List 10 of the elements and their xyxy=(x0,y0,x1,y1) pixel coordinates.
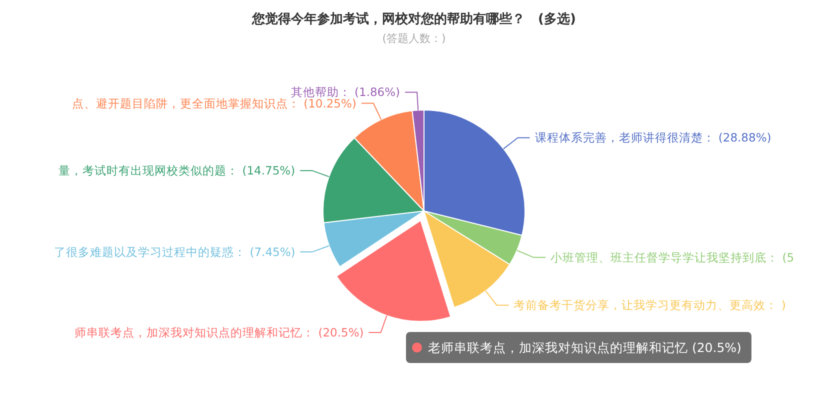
slice-label: 小班管理、班主任督学导学让我坚持到底： (5 xyxy=(550,250,794,264)
slice-label: 其他帮助： (1.86%) xyxy=(290,85,400,100)
chart-title: 您觉得今年参加考试，网校对您的帮助有哪些？ (多选) xyxy=(251,11,576,27)
chart-subtitle: (答题人数：) xyxy=(382,32,446,45)
tooltip: 老师串联考点，加深我对知识点的理解和记忆 (20.5%) xyxy=(406,332,752,363)
slice-label: 了很多难题以及学习过程中的疑惑： (7.45%) xyxy=(54,244,296,259)
slice-label: 课程体系完善，老师讲得很清楚： (28.88%) xyxy=(534,130,772,145)
slice-label: 量，考试时有出现网校类似的题： (14.75%) xyxy=(58,164,296,178)
slice-label: 考前备考干货分享，让我学习更有动力、更高效： ) xyxy=(514,298,786,312)
slice-label: 师串联考点，加深我对知识点的理解和记忆： (20.5%) xyxy=(74,326,364,340)
